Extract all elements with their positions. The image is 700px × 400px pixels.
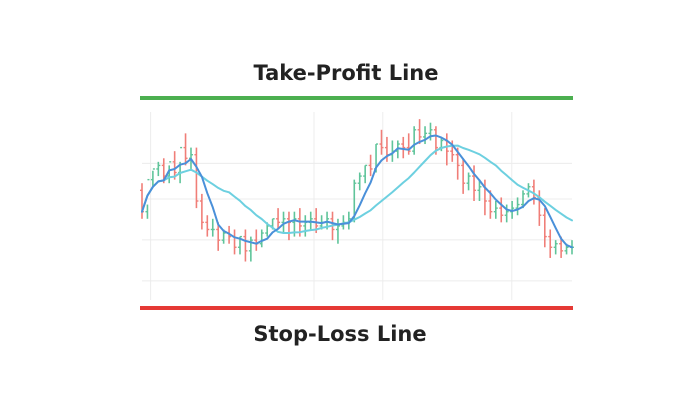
candle [156, 161, 161, 177]
candle [423, 126, 428, 145]
candle [444, 133, 449, 166]
candle [210, 218, 215, 237]
fast-moving-average-line [141, 134, 573, 249]
candle [205, 215, 210, 237]
candle [488, 190, 493, 219]
candle [493, 201, 498, 219]
stop-loss-label: Stop-Loss Line [253, 322, 426, 346]
candle [281, 211, 286, 234]
candle [243, 229, 248, 262]
candle [504, 204, 509, 223]
candle [472, 165, 477, 201]
candle [368, 154, 373, 177]
candle [199, 193, 204, 230]
candle [412, 126, 417, 155]
candle [553, 240, 558, 255]
candle [466, 172, 471, 191]
candle [406, 133, 411, 155]
candle [194, 147, 199, 209]
candle [167, 161, 172, 184]
take-profit-label: Take-Profit Line [253, 61, 438, 85]
candle [521, 190, 526, 209]
chart-grid [142, 112, 572, 300]
candle [499, 197, 504, 223]
candle [286, 211, 291, 241]
candle [357, 172, 362, 191]
candle [232, 229, 237, 255]
slow-moving-average-line [141, 144, 573, 234]
candle [172, 151, 177, 180]
candle [303, 215, 308, 237]
candle [477, 179, 482, 201]
candle [335, 218, 340, 244]
candle [216, 222, 221, 251]
candle [308, 211, 313, 230]
candle [183, 133, 188, 166]
candle [379, 129, 384, 155]
candle [401, 136, 406, 159]
candle [259, 229, 264, 248]
take-profit-line [140, 96, 573, 100]
candle [145, 178, 150, 219]
candle [542, 208, 547, 248]
candle [428, 122, 433, 141]
stop-loss-line [140, 306, 573, 310]
candle [461, 158, 466, 194]
candle [276, 208, 281, 230]
candle [548, 229, 553, 258]
candle [150, 168, 155, 187]
candle [140, 183, 144, 219]
candle [248, 236, 253, 262]
candle [363, 164, 368, 184]
candle [417, 119, 422, 145]
candle [515, 197, 520, 216]
